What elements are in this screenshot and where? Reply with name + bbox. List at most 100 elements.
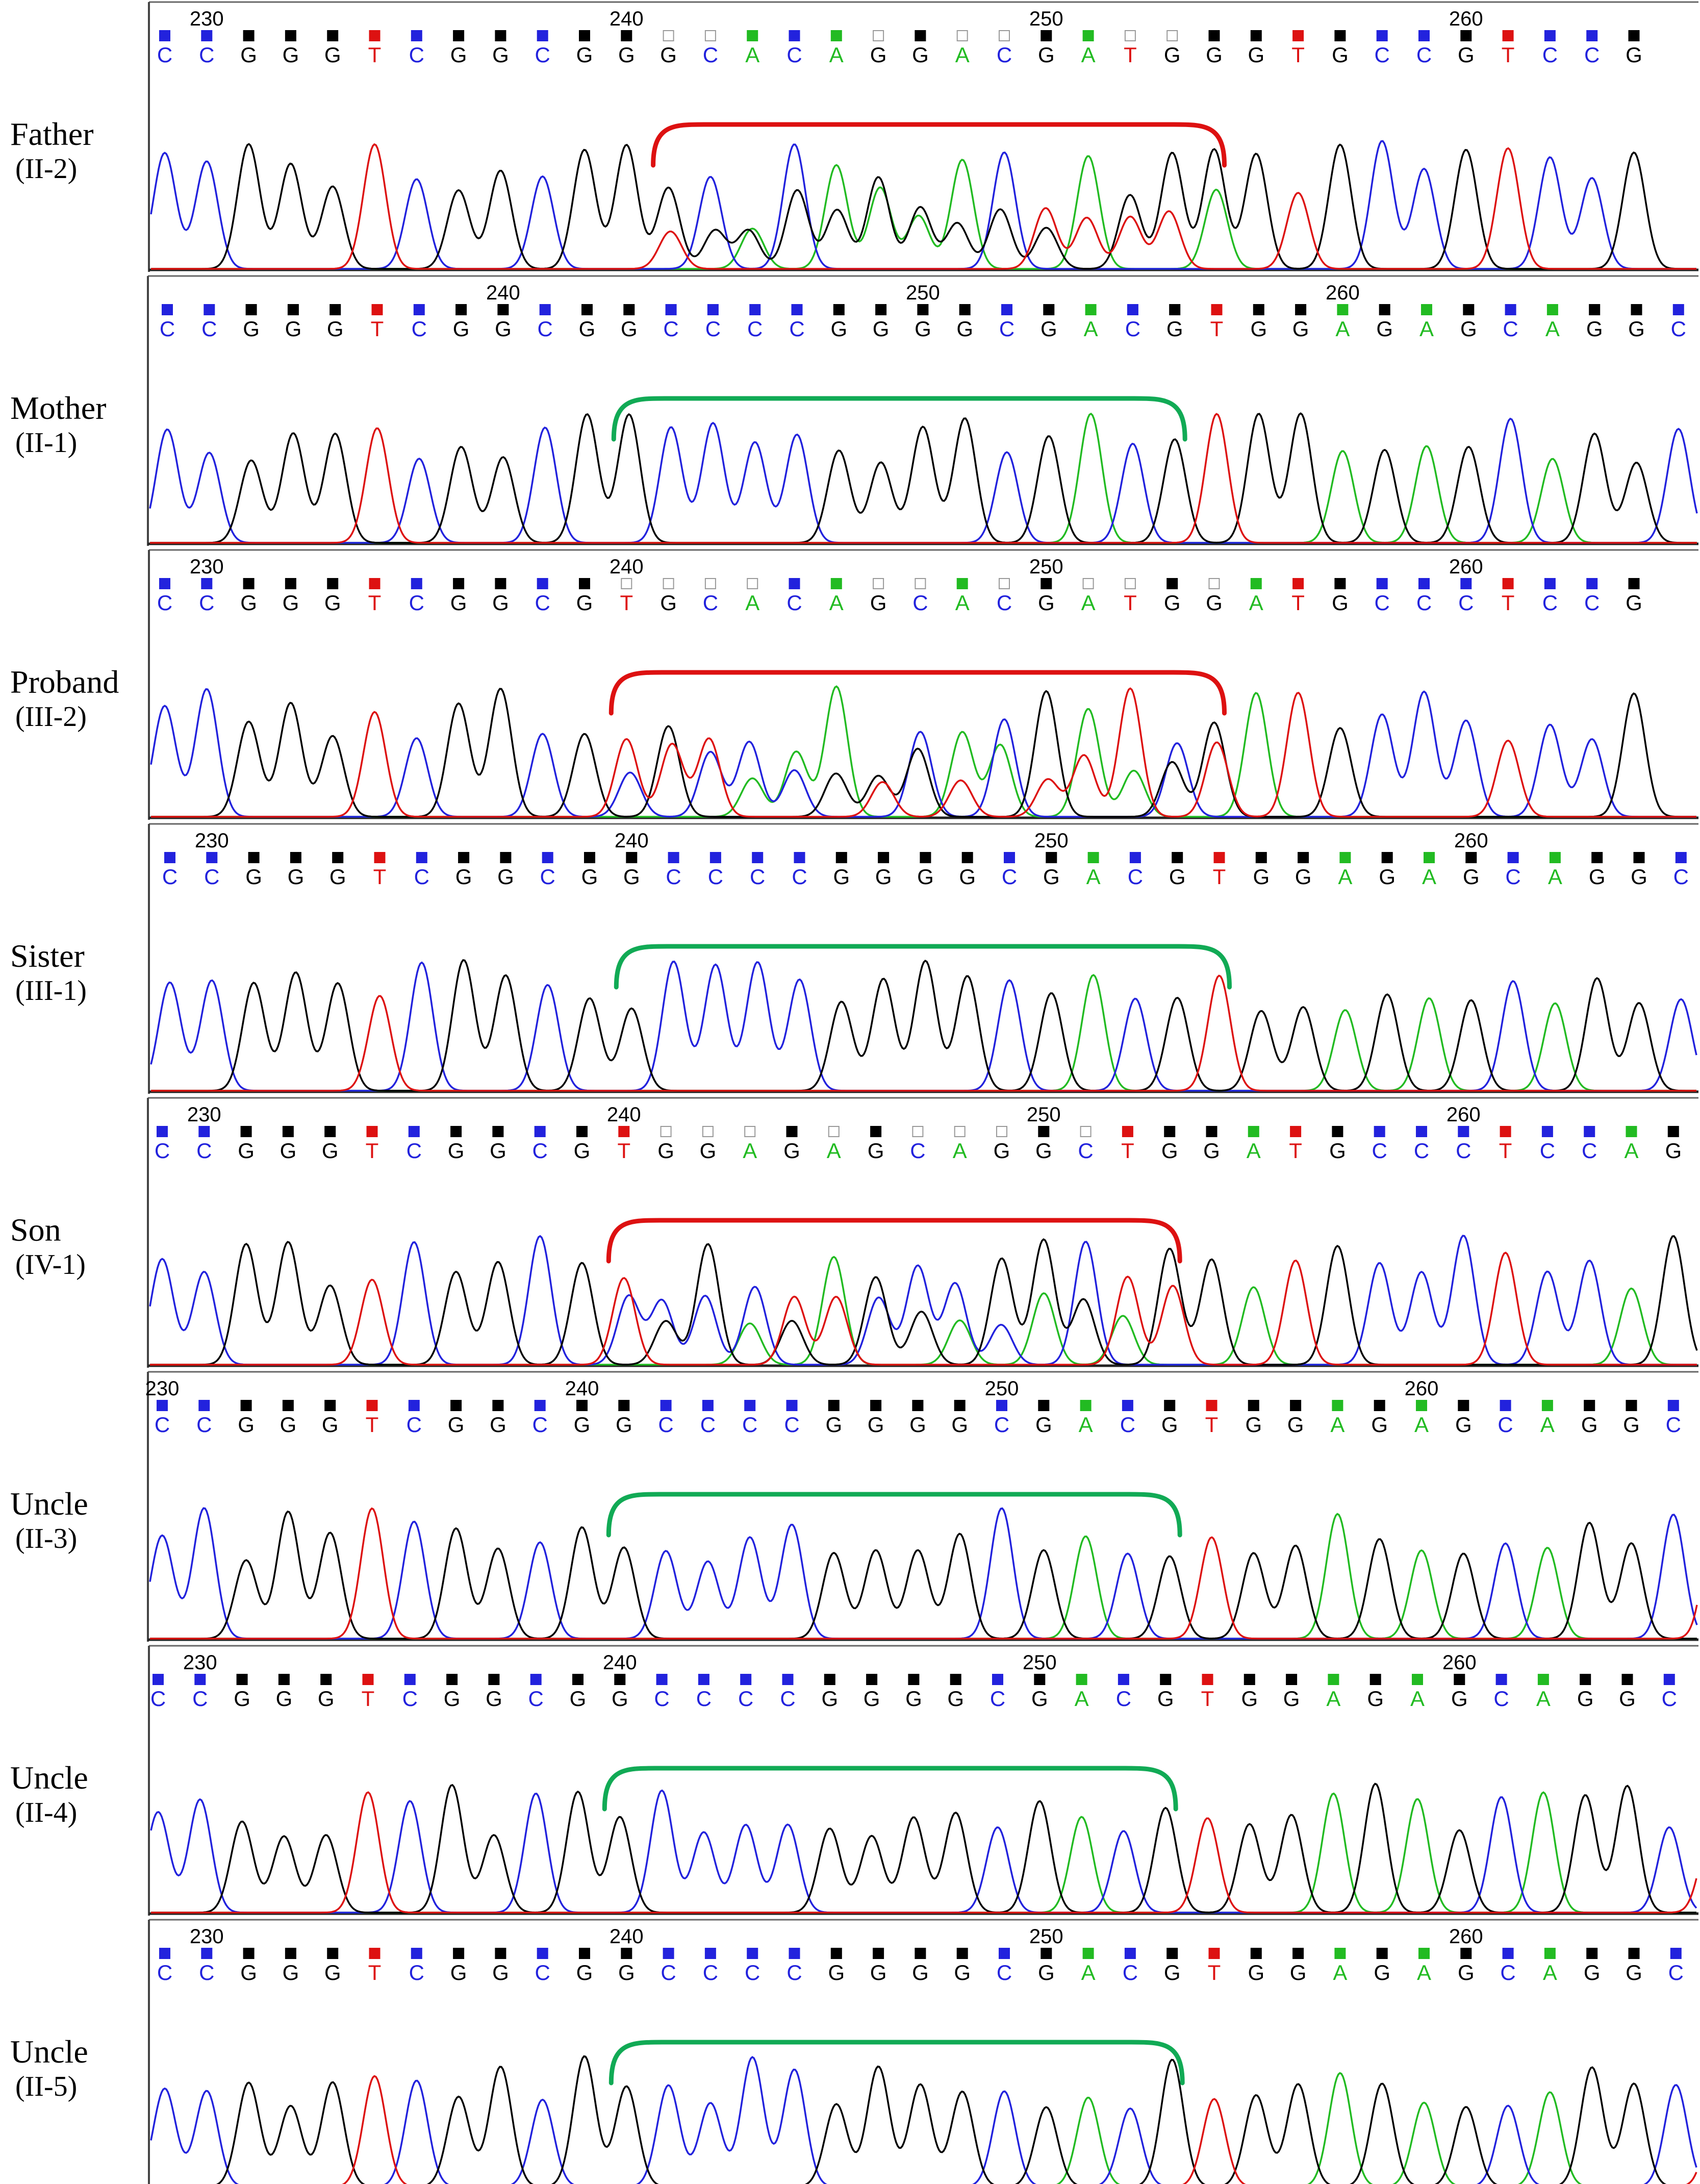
position-tick: 260	[1447, 1103, 1481, 1126]
base-call-G: G	[285, 317, 302, 341]
quality-marker	[621, 578, 632, 589]
quality-marker	[576, 1400, 588, 1411]
quality-marker	[1546, 304, 1558, 315]
quality-marker	[1124, 1948, 1136, 1959]
base-call-C: C	[658, 1413, 673, 1437]
quality-marker	[1046, 852, 1057, 863]
base-call-C: C	[666, 865, 681, 889]
trace-C	[150, 140, 1696, 270]
quality-marker	[1082, 578, 1094, 589]
base-call-G: G	[1164, 43, 1181, 67]
base-call-C: C	[1116, 1687, 1131, 1711]
base-call-C: C	[528, 1687, 544, 1711]
quality-marker	[915, 578, 926, 589]
base-call-G: G	[1455, 1413, 1472, 1437]
base-call-T: T	[368, 1961, 382, 1985]
position-tick: 250	[1034, 830, 1069, 852]
quality-marker	[1541, 1400, 1553, 1411]
base-call-C: C	[910, 1139, 925, 1163]
trace-C	[150, 1789, 1697, 1914]
base-call-G: G	[612, 1687, 628, 1711]
quality-marker	[327, 30, 339, 41]
quality-marker	[1628, 30, 1640, 41]
base-call-C: C	[780, 1687, 795, 1711]
base-call-G: G	[497, 865, 514, 889]
quality-marker	[1295, 304, 1307, 315]
base-call-G: G	[234, 1687, 250, 1711]
quality-marker	[1374, 1126, 1385, 1137]
base-call-C: C	[1416, 43, 1432, 67]
base-call-G: G	[238, 1413, 255, 1437]
quality-marker	[159, 1948, 170, 1959]
quality-marker	[495, 578, 506, 589]
quality-marker	[660, 1400, 672, 1411]
base-call-G: G	[623, 865, 640, 889]
base-call-G: G	[1586, 317, 1603, 341]
position-tick: 240	[603, 1651, 637, 1674]
quality-marker	[996, 1126, 1007, 1137]
trace-C	[150, 2055, 1697, 2184]
base-call-G: G	[570, 1687, 587, 1711]
base-call-A: A	[1417, 1961, 1431, 1985]
quality-marker	[623, 304, 635, 315]
quality-marker	[450, 1400, 462, 1411]
position-tick: 260	[1405, 1377, 1439, 1400]
base-call-C: C	[407, 1139, 422, 1163]
base-call-C: C	[1414, 1139, 1429, 1163]
sample-id: (III-2)	[15, 701, 87, 733]
base-call-G: G	[1164, 591, 1181, 615]
base-call-G: G	[453, 317, 470, 341]
quality-marker	[830, 30, 842, 41]
quality-marker	[411, 30, 422, 41]
base-call-G: G	[1248, 1961, 1264, 1985]
quality-marker	[950, 1674, 961, 1685]
quality-marker	[1633, 852, 1645, 863]
quality-marker	[1502, 30, 1514, 41]
base-call-C: C	[1416, 591, 1432, 615]
quality-marker	[1505, 304, 1516, 315]
position-tick: 260	[1442, 1651, 1477, 1674]
quality-marker	[873, 1948, 884, 1959]
base-call-C: C	[786, 43, 802, 67]
quality-marker	[572, 1674, 583, 1685]
base-call-G: G	[1290, 1961, 1307, 1985]
quality-marker	[663, 578, 674, 589]
base-call-C: C	[742, 1413, 757, 1437]
quality-marker	[287, 304, 299, 315]
quality-marker	[1507, 852, 1519, 863]
quality-marker	[453, 30, 465, 41]
quality-marker	[408, 1400, 420, 1411]
base-call-C: C	[1123, 1961, 1138, 1985]
base-call-A: A	[955, 591, 970, 615]
base-call-G: G	[1287, 1413, 1304, 1437]
quality-marker	[1502, 578, 1514, 589]
quality-marker	[663, 30, 674, 41]
quality-marker	[198, 1400, 210, 1411]
quality-marker	[794, 852, 805, 863]
base-call-A: A	[1410, 1687, 1425, 1711]
base-call-G: G	[1376, 317, 1393, 341]
base-call-C: C	[663, 317, 678, 341]
quality-marker	[1332, 1400, 1343, 1411]
quality-marker	[327, 1948, 339, 1959]
quality-marker	[1458, 1400, 1469, 1411]
base-call-C: C	[1542, 591, 1558, 615]
base-call-G: G	[1584, 1961, 1601, 1985]
trace-C	[149, 1507, 1698, 1640]
quality-marker	[290, 852, 301, 863]
quality-marker	[873, 578, 884, 589]
quality-marker	[329, 304, 341, 315]
quality-marker	[1424, 852, 1435, 863]
normal-region-bracket	[606, 1492, 1182, 1538]
base-call-G: G	[833, 865, 850, 889]
quality-marker	[530, 1674, 542, 1685]
base-call-A: A	[1414, 1413, 1429, 1437]
base-call-T: T	[1210, 317, 1224, 341]
quality-marker	[870, 1400, 882, 1411]
base-call-G: G	[618, 43, 635, 67]
quality-marker	[999, 1948, 1010, 1959]
base-call-C: C	[414, 865, 429, 889]
quality-marker	[707, 304, 719, 315]
base-call-G: G	[821, 1687, 838, 1711]
base-call-T: T	[366, 1139, 379, 1163]
